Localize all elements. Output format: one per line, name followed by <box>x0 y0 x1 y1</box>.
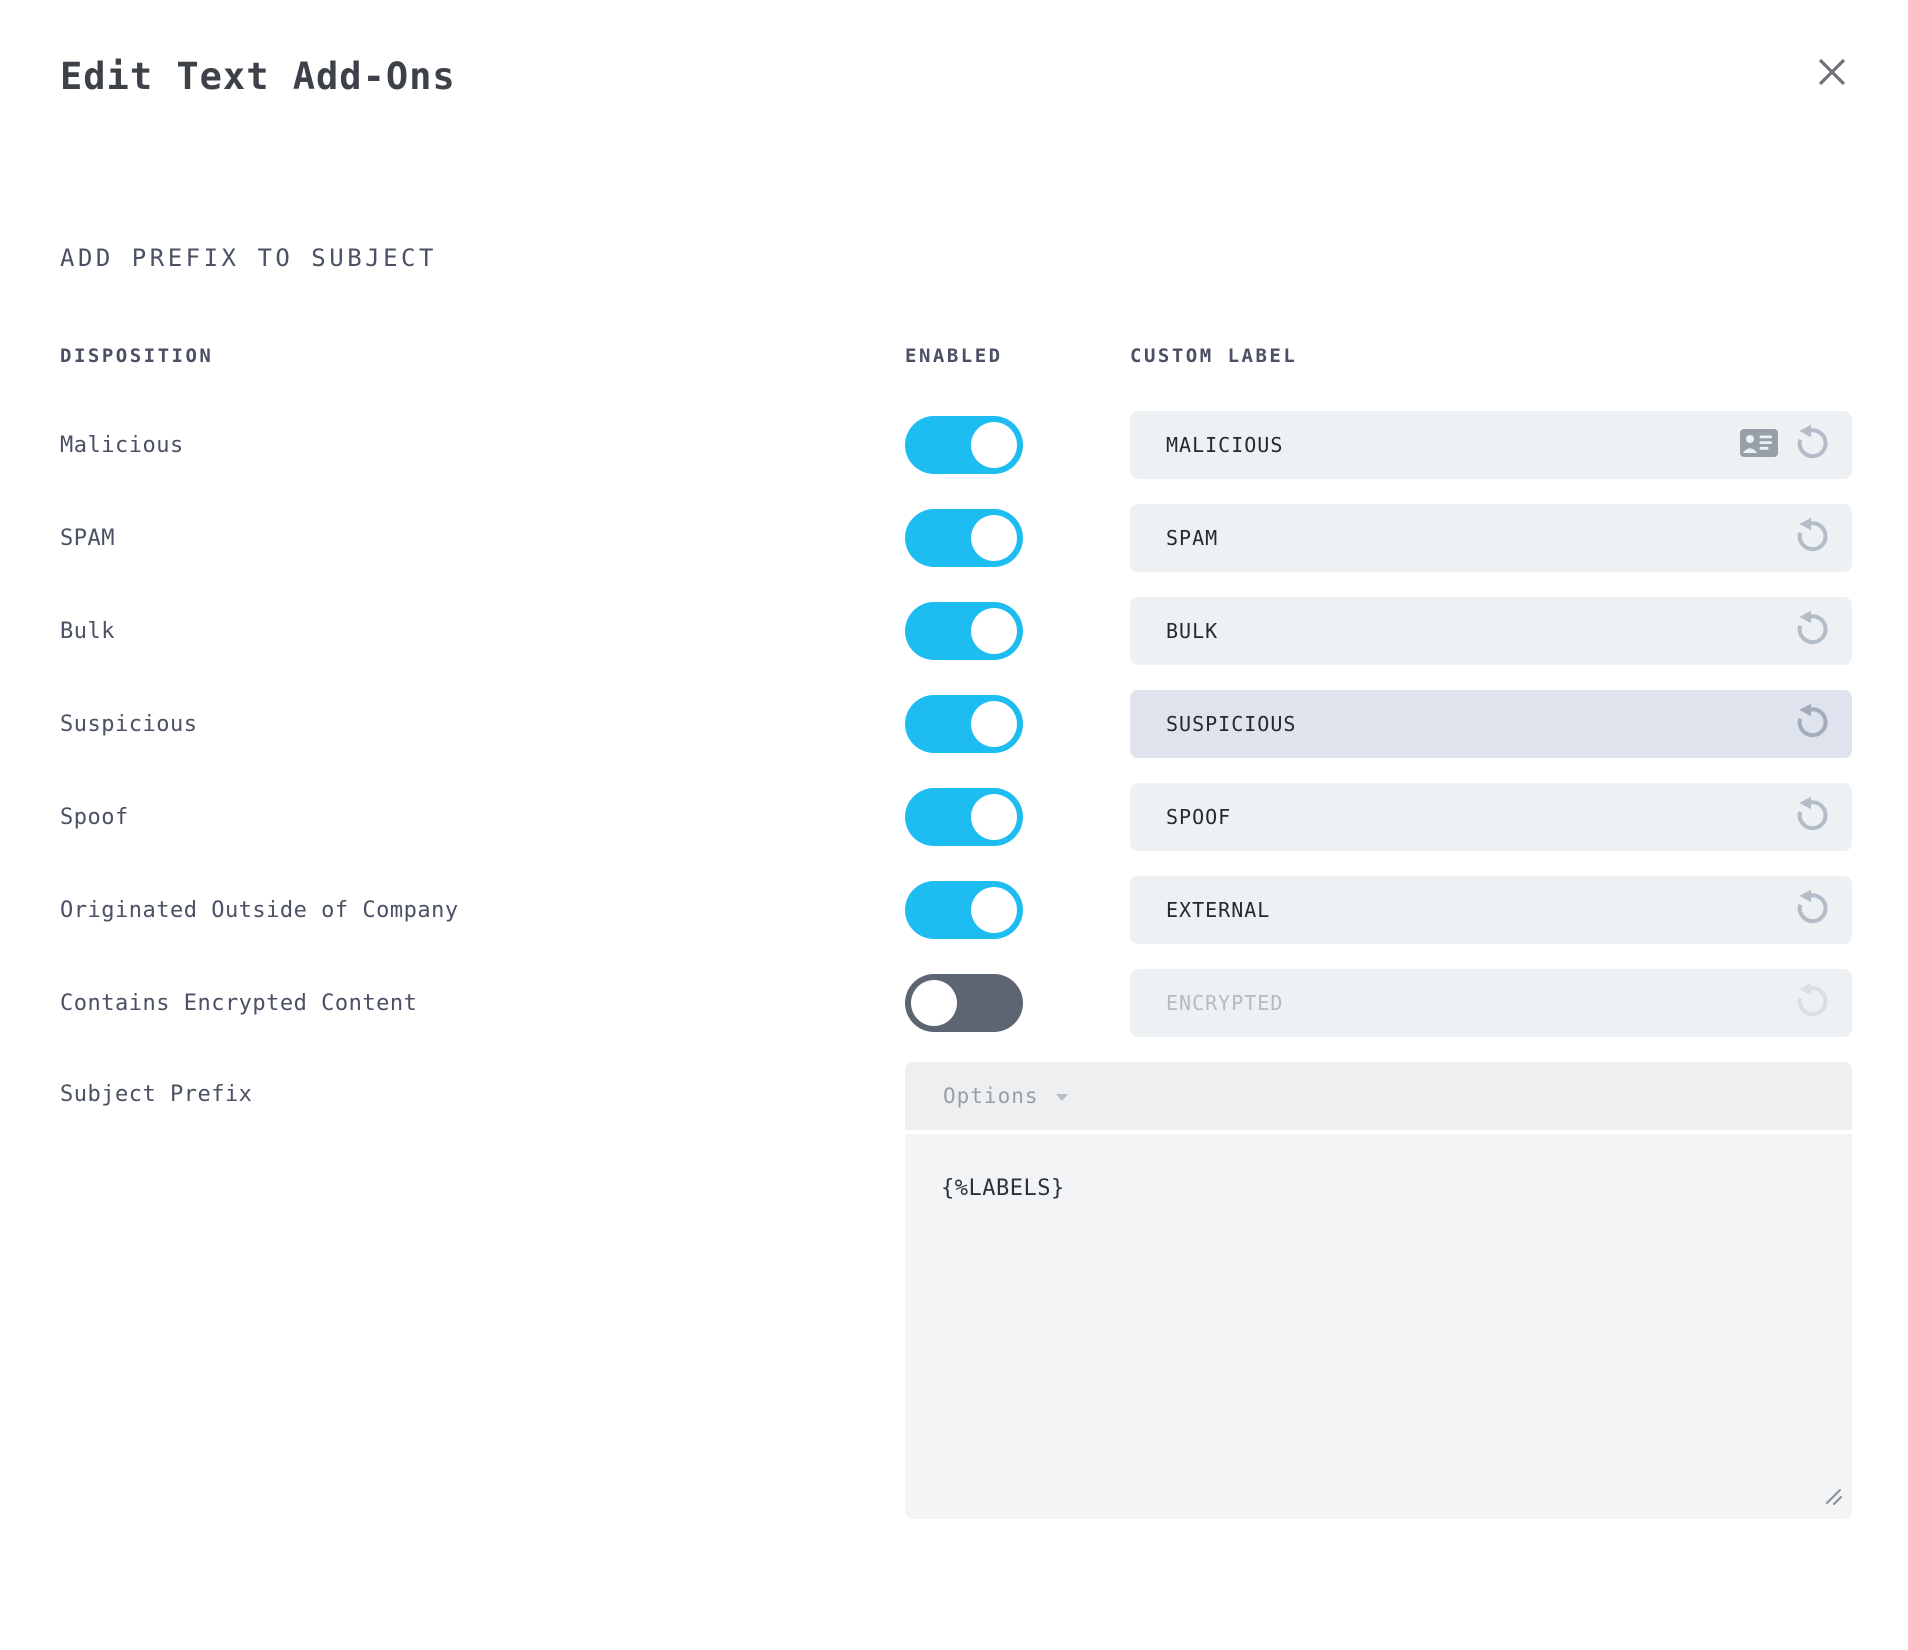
column-header-enabled: ENABLED <box>905 345 1003 367</box>
custom-label-value: SPAM <box>1166 526 1219 550</box>
reset-icon[interactable] <box>1792 701 1834 747</box>
toggle-knob <box>971 701 1017 747</box>
custom-label-value: BULK <box>1166 619 1219 643</box>
dialog-title: Edit Text Add-Ons <box>60 55 456 98</box>
table-row: Originated Outside of Company EXTERNAL <box>60 876 1852 944</box>
custom-label-value: MALICIOUS <box>1166 433 1284 457</box>
custom-label-input[interactable]: MALICIOUS <box>1130 411 1852 479</box>
toggle-knob <box>911 980 957 1026</box>
subject-prefix-editor: Options {%LABELS} <box>905 1062 1852 1519</box>
table-row: SPAM SPAM <box>60 504 1852 572</box>
options-dropdown-label: Options <box>943 1084 1039 1108</box>
table-row: Malicious MALICIOUS <box>60 411 1852 479</box>
toggle-knob <box>971 794 1017 840</box>
reset-icon[interactable] <box>1792 980 1834 1026</box>
custom-label-input[interactable]: SPOOF <box>1130 783 1852 851</box>
disposition-label: SPAM <box>60 525 115 551</box>
disposition-label: Suspicious <box>60 711 198 737</box>
column-header-custom-label: CUSTOM LABEL <box>1130 345 1298 367</box>
contact-card-icon[interactable] <box>1740 428 1778 462</box>
enabled-toggle[interactable] <box>905 509 1023 567</box>
enabled-toggle[interactable] <box>905 974 1023 1032</box>
toggle-knob <box>971 608 1017 654</box>
enabled-toggle[interactable] <box>905 416 1023 474</box>
disposition-label: Contains Encrypted Content <box>60 990 418 1016</box>
column-header-disposition: DISPOSITION <box>60 345 214 367</box>
table-row: Spoof SPOOF <box>60 783 1852 851</box>
custom-label-input[interactable]: SUSPICIOUS <box>1130 690 1852 758</box>
custom-label-input[interactable]: ENCRYPTED <box>1130 969 1852 1037</box>
close-button[interactable] <box>1812 52 1852 92</box>
disposition-label: Originated Outside of Company <box>60 897 459 923</box>
enabled-toggle[interactable] <box>905 695 1023 753</box>
disposition-label: Bulk <box>60 618 115 644</box>
disposition-label: Spoof <box>60 804 129 830</box>
toggle-knob <box>971 515 1017 561</box>
custom-label-value: SUSPICIOUS <box>1166 712 1297 736</box>
section-title: ADD PREFIX TO SUBJECT <box>60 244 437 272</box>
subject-prefix-input[interactable]: {%LABELS} <box>905 1134 1852 1519</box>
table-row: Suspicious SUSPICIOUS <box>60 690 1852 758</box>
reset-icon[interactable] <box>1792 887 1834 933</box>
custom-label-value: EXTERNAL <box>1166 898 1271 922</box>
disposition-rows: Malicious MALICIOUS <box>60 411 1852 1037</box>
table-row: Bulk BULK <box>60 597 1852 665</box>
toggle-knob <box>971 887 1017 933</box>
custom-label-value: SPOOF <box>1166 805 1232 829</box>
enabled-toggle[interactable] <box>905 881 1023 939</box>
custom-label-value: ENCRYPTED <box>1166 991 1284 1015</box>
chevron-down-icon <box>1055 1087 1069 1106</box>
options-dropdown[interactable]: Options <box>905 1062 1852 1130</box>
subject-prefix-label: Subject Prefix <box>60 1082 253 1107</box>
table-header: DISPOSITION ENABLED CUSTOM LABEL <box>60 345 1852 367</box>
custom-label-input[interactable]: BULK <box>1130 597 1852 665</box>
toggle-knob <box>971 422 1017 468</box>
custom-label-input[interactable]: SPAM <box>1130 504 1852 572</box>
custom-label-input[interactable]: EXTERNAL <box>1130 876 1852 944</box>
close-icon <box>1816 56 1848 88</box>
reset-icon[interactable] <box>1792 515 1834 561</box>
table-row: Contains Encrypted Content ENCRYPTED <box>60 969 1852 1037</box>
enabled-toggle[interactable] <box>905 602 1023 660</box>
enabled-toggle[interactable] <box>905 788 1023 846</box>
reset-icon[interactable] <box>1792 422 1834 468</box>
reset-icon[interactable] <box>1792 794 1834 840</box>
disposition-label: Malicious <box>60 432 184 458</box>
reset-icon[interactable] <box>1792 608 1834 654</box>
subject-prefix-row: Subject Prefix Options {%LABELS} <box>60 1062 1852 1519</box>
